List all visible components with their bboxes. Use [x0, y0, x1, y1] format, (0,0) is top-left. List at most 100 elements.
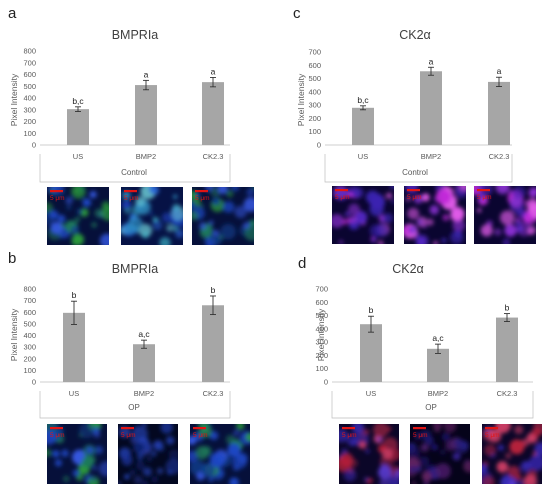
micrograph-image: 5 μm [474, 186, 536, 244]
scale-bar [50, 190, 63, 193]
x-tick-label: BMP2 [421, 152, 441, 161]
x-tick-label: US [73, 152, 83, 161]
y-tick-label: 500 [308, 74, 321, 83]
scale-bar [407, 189, 420, 192]
chart-title: CK2α [392, 262, 424, 276]
fluorescence-signal [339, 424, 399, 484]
y-axis-label: Pixel Intensity [9, 73, 19, 126]
y-tick-label: 100 [23, 366, 36, 375]
bar [67, 109, 89, 145]
panel-a: a BMPRIa Pixel Intensity 0 100 200 300 400 50… [8, 5, 254, 245]
chart-title: CK2α [399, 28, 431, 42]
y-tick-label: 400 [308, 87, 321, 96]
bar [360, 324, 382, 382]
category-axis-frame [39, 391, 231, 419]
y-axis-label: Pixel Intensity [316, 308, 326, 361]
micrograph-image: 5 μm [47, 424, 107, 484]
scale-bar [485, 427, 498, 430]
fluorescence-signal [192, 187, 254, 245]
panel-b: b BMPRIa Pixel Intensity 0 100 200 300 400 50… [8, 250, 250, 484]
x-tick-label: CK2.3 [497, 389, 518, 398]
y-tick-label: 700 [23, 58, 36, 67]
x-tick-label: US [69, 389, 79, 398]
bar [63, 312, 85, 382]
significance-label: a,c [138, 329, 150, 339]
y-tick-label: 0 [32, 378, 36, 387]
scale-label: 5 μm [195, 195, 210, 202]
significance-label: b [505, 303, 510, 313]
y-axis-label: Pixel Intensity [9, 308, 19, 361]
y-tick-label: 600 [23, 308, 36, 317]
y-tick-label: 200 [315, 351, 328, 360]
x-tick-label: CK2.3 [203, 152, 224, 161]
micrograph-image: 5 μm [47, 187, 109, 245]
x-tick-label: BMP2 [134, 389, 154, 398]
y-tick-label: 0 [32, 141, 36, 150]
scale-bar [195, 190, 208, 193]
significance-label: b,c [72, 96, 84, 106]
y-tick-label: 0 [317, 141, 321, 150]
panel-letter: a [8, 5, 17, 22]
micrograph-row: 5 μm 5 μm 5 μm [339, 424, 542, 484]
micrograph-image: 5 μm [404, 186, 466, 244]
fluorescence-signal [332, 186, 394, 244]
fluorescence-signal [47, 424, 107, 484]
scale-bar [413, 427, 426, 430]
fluorescence-signal [118, 424, 178, 484]
x-tick-label: CK2.3 [203, 389, 224, 398]
panel-letter: b [8, 250, 16, 267]
scale-bar [335, 189, 348, 192]
x-tick-label: BMP2 [136, 152, 156, 161]
y-tick-label: 300 [315, 338, 328, 347]
group-label: Control [121, 168, 147, 177]
bar [202, 82, 224, 145]
fluorescence-signal [404, 186, 466, 244]
y-tick-label: 700 [308, 48, 321, 57]
group-label: OP [425, 403, 437, 412]
y-tick-label: 100 [23, 129, 36, 138]
y-tick-label: 400 [315, 324, 328, 333]
scale-label: 5 μm [121, 432, 136, 439]
y-tick-label: 600 [315, 298, 328, 307]
x-tick-label: CK2.3 [489, 152, 510, 161]
significance-label: b [369, 305, 374, 315]
y-tick-label: 200 [23, 117, 36, 126]
significance-label: b,c [357, 95, 369, 105]
panel-c: c CK2α Pixel Intensity 0 100 200 300 400 500 6… [293, 5, 536, 244]
y-tick-label: 500 [23, 82, 36, 91]
significance-label: a [497, 66, 502, 76]
fluorescence-signal [121, 187, 183, 245]
micrograph-image: 5 μm [410, 424, 470, 484]
scale-bar [121, 427, 134, 430]
y-tick-label: 300 [23, 105, 36, 114]
scale-label: 5 μm [342, 432, 357, 439]
scale-bar [477, 189, 490, 192]
y-tick-label: 100 [308, 127, 321, 136]
bar [135, 85, 157, 145]
y-tick-label: 700 [23, 296, 36, 305]
bar-plot: 0 100 200 300 400 500 600 700 b US a,c BMP2 b CK2.3 [315, 285, 534, 419]
y-tick-label: 800 [23, 285, 36, 294]
bar [352, 107, 374, 145]
y-tick-label: 0 [324, 378, 328, 387]
scale-label: 5 μm [193, 432, 208, 439]
significance-label: a [144, 69, 149, 79]
bar-plot: 0 100 200 300 400 500 600 700 b,c US a BMP2 a CK2.3 [308, 48, 513, 183]
bar-plot: 0 100 200 300 400 500 600 700 800 b,c US a BMP2 a CK2.… [23, 47, 231, 183]
micrograph-row: 5 μm 5 μm 5 μm [332, 186, 536, 244]
scale-label: 5 μm [124, 195, 139, 202]
bar [133, 344, 155, 382]
micrograph-image: 5 μm [482, 424, 542, 484]
x-tick-label: BMP2 [428, 389, 448, 398]
y-tick-label: 100 [315, 364, 328, 373]
micrograph-image: 5 μm [121, 187, 183, 245]
scale-bar [50, 427, 63, 430]
x-tick-label: US [366, 389, 376, 398]
bar [496, 317, 518, 382]
micrograph-image: 5 μm [332, 186, 394, 244]
y-tick-label: 500 [315, 311, 328, 320]
category-axis-frame [331, 391, 534, 419]
bar [420, 71, 442, 145]
y-tick-label: 600 [308, 61, 321, 70]
y-tick-label: 300 [308, 101, 321, 110]
